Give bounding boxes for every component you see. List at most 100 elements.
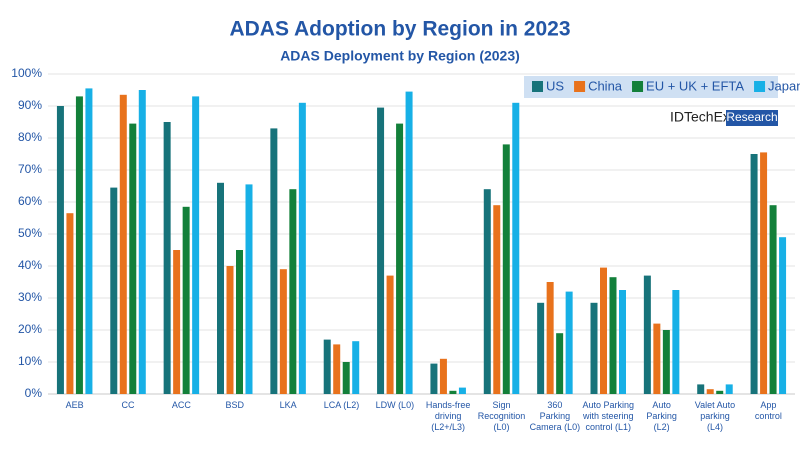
bar — [245, 184, 253, 394]
bar — [653, 323, 661, 394]
bar — [725, 384, 733, 394]
x-tick-label: ACC — [172, 400, 192, 410]
x-tick-label: Auto Parking with steering control (L1) — [582, 400, 634, 432]
legend-label: EU + UK + EFTA — [646, 78, 744, 93]
x-tick-label-line: parking — [700, 411, 730, 421]
y-tick-label: 30% — [18, 290, 42, 304]
x-tick-label-line: CC — [122, 400, 135, 410]
x-tick-label: Valet Auto parking (L4) — [695, 400, 735, 432]
x-tick-label: App control — [755, 400, 782, 421]
logo-name: IDTechEx — [670, 109, 730, 125]
x-tick-label-line: 360 — [547, 400, 562, 410]
y-tick-label: 80% — [18, 130, 42, 144]
legend-label: Japan — [768, 78, 800, 93]
x-tick-label-line: Hands-free — [426, 400, 471, 410]
x-tick-label-line: LKA — [280, 400, 297, 410]
x-tick-label: LDW (L0) — [376, 400, 415, 410]
bar — [697, 384, 705, 394]
y-tick-label: 60% — [18, 194, 42, 208]
bar — [537, 302, 545, 394]
x-tick-label-line: (L0) — [494, 422, 510, 432]
legend-swatch — [632, 81, 644, 92]
bar — [483, 189, 491, 394]
chart-subtitle: ADAS Deployment by Region (2023) — [280, 48, 520, 64]
bar — [643, 275, 651, 394]
legend-label: US — [546, 78, 564, 93]
bar — [769, 205, 777, 394]
bar — [706, 389, 714, 394]
bar — [138, 90, 146, 394]
x-tick-label-line: LCA (L2) — [324, 400, 360, 410]
logo-tag-box — [726, 110, 778, 126]
bar — [279, 269, 287, 394]
chart-title: ADAS Adoption by Region in 2023 — [229, 18, 570, 41]
bar — [760, 152, 768, 394]
x-tick-label-line: Auto Parking — [582, 400, 634, 410]
x-tick-label-line: Camera (L0) — [530, 422, 581, 432]
y-tick-label: 90% — [18, 98, 42, 112]
bar — [236, 250, 243, 394]
bar — [342, 362, 350, 394]
x-tick-label-line: LDW (L0) — [376, 400, 415, 410]
bar — [619, 290, 626, 394]
bar — [85, 88, 93, 395]
x-tick-label: 360 Parking Camera (L0) — [530, 400, 581, 432]
x-tick-label: Hands-free driving (L2+/L3) — [426, 400, 471, 432]
x-tick-label: LCA (L2) — [324, 400, 360, 410]
bar — [66, 213, 74, 394]
x-tick-label-line: ACC — [172, 400, 192, 410]
x-tick-label: BSD — [225, 400, 244, 410]
bar — [439, 358, 447, 394]
x-tick-label-line: driving — [435, 411, 462, 421]
bar — [449, 390, 457, 394]
bar — [192, 96, 200, 395]
bar — [56, 106, 64, 394]
legend-box — [524, 76, 778, 98]
bar — [556, 333, 564, 394]
x-tick-label-line: Valet Auto — [695, 400, 735, 410]
bar — [333, 344, 341, 394]
x-tick-label-line: (L2+/L3) — [431, 422, 465, 432]
bar — [182, 206, 190, 394]
bar — [75, 96, 83, 395]
y-tick-label: 20% — [18, 322, 42, 336]
y-tick-label: 100% — [11, 66, 42, 80]
bar — [110, 187, 118, 394]
legend-label: China — [588, 78, 623, 93]
bar — [270, 128, 278, 394]
x-tick-label-line: Parking — [540, 411, 571, 421]
bar — [163, 122, 171, 394]
bar — [716, 390, 724, 394]
bar — [430, 363, 438, 394]
legend-swatch — [754, 81, 766, 92]
x-tick-label-line: Recognition — [478, 411, 526, 421]
x-tick-label-line: Parking — [646, 411, 677, 421]
bar — [458, 387, 466, 394]
bar — [129, 123, 137, 394]
bar — [502, 144, 510, 394]
bar — [298, 102, 306, 395]
bar — [512, 102, 520, 395]
y-tick-label: 40% — [18, 258, 42, 272]
bar — [600, 267, 607, 394]
bar — [546, 282, 554, 394]
x-tick-label-line: (L2) — [654, 422, 670, 432]
x-tick-label: Auto Parking (L2) — [646, 400, 677, 432]
bar — [609, 277, 617, 394]
bar — [289, 189, 297, 394]
x-tick-label-line: (L4) — [707, 422, 723, 432]
x-tick-label-line: Auto — [652, 400, 671, 410]
x-tick-label: AEB — [66, 400, 84, 410]
bar — [119, 94, 127, 395]
bar — [750, 154, 758, 394]
legend-swatch — [574, 81, 586, 92]
bar — [173, 250, 181, 394]
x-tick-label: Sign Recognition (L0) — [478, 400, 526, 432]
bar — [565, 291, 573, 394]
bar — [590, 302, 598, 394]
y-tick-label: 50% — [18, 226, 42, 240]
bar — [396, 123, 404, 394]
x-tick-label-line: AEB — [66, 400, 84, 410]
bar — [779, 237, 787, 394]
